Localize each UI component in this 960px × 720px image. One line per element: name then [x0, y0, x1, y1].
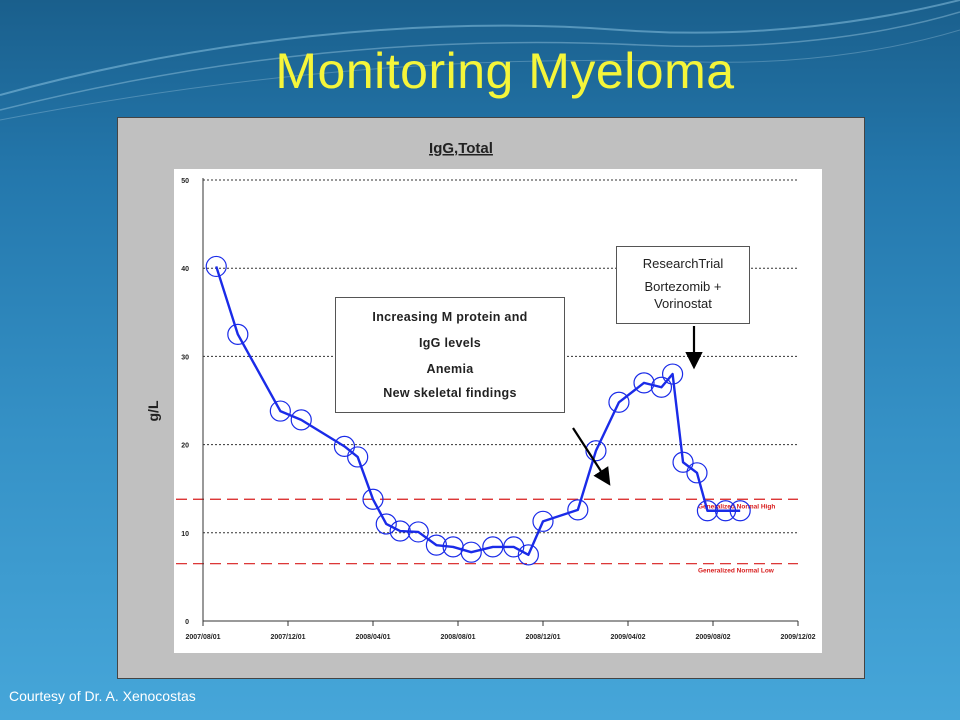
axis-layer: 0 10 20 30 40 50 2007/08/01 2007/12/01 2008/04/0… [181, 178, 816, 641]
clinical-findings-annotation: Increasing M protein and IgG levels Anem… [335, 297, 565, 413]
annotation-line: ResearchTrial [642, 256, 724, 271]
data-point [633, 372, 655, 394]
slide-title: Monitoring Myeloma [275, 43, 735, 99]
annotation-line: Anemia [426, 362, 474, 376]
x-tick-label: 2007/08/01 [185, 634, 220, 641]
series-layer [205, 255, 751, 566]
data-point [608, 391, 630, 413]
data-point [517, 544, 539, 566]
reference-lines-layer: Generalized Normal High Generalized Norma… [176, 498, 798, 575]
research-trial-annotation: ResearchTrial Bortezomib + Vorinostat [616, 246, 750, 324]
annotation-line: IgG levels [418, 336, 482, 350]
title-swoosh-decoration [0, 0, 960, 121]
data-point [696, 500, 719, 522]
arrow-layer [572, 326, 703, 486]
data-point [686, 462, 708, 484]
reference-line-label: Generalized Normal Low [698, 568, 775, 575]
x-tick-label: 2009/04/02 [610, 634, 645, 641]
data-point [269, 400, 291, 422]
data-point [460, 541, 482, 563]
annotation-line: Increasing M protein and [372, 310, 528, 324]
reference-line-label: Generalized Normal High [698, 503, 775, 510]
decline-arrow [572, 427, 611, 486]
data-point [205, 255, 227, 278]
y-tick-label: 50 [181, 178, 189, 185]
annotation-line: Bortezomib + [644, 279, 722, 294]
data-point [482, 536, 504, 558]
annotation-line: Vorinostat [654, 296, 712, 311]
x-tick-label: 2008/08/01 [440, 634, 475, 641]
data-point [389, 520, 411, 542]
data-point [661, 363, 684, 385]
data-point [407, 521, 429, 543]
chart-title: IgG,Total [429, 140, 493, 157]
data-point [333, 435, 356, 457]
data-point [362, 488, 384, 510]
x-tick-label: 2009/08/02 [695, 634, 730, 641]
data-point [347, 446, 369, 468]
data-point [714, 500, 737, 522]
data-point [227, 323, 249, 345]
y-tick-label: 30 [181, 354, 189, 361]
data-point [503, 536, 525, 558]
x-tick-label: 2007/12/01 [270, 634, 305, 641]
data-point [650, 376, 673, 398]
data-point [567, 499, 589, 521]
data-point [729, 500, 751, 522]
annotation-line: New skeletal findings [383, 386, 517, 400]
y-tick-label: 20 [181, 443, 189, 450]
x-tick-label: 2008/04/01 [355, 634, 390, 641]
y-axis-label: g/L [145, 400, 161, 421]
x-tick-label: 2008/12/01 [525, 634, 560, 641]
data-point [532, 510, 554, 532]
y-tick-label: 40 [181, 266, 189, 273]
data-point [585, 440, 607, 462]
y-tick-label: 10 [181, 531, 189, 538]
data-point [375, 513, 397, 535]
data-point [290, 409, 312, 431]
credit-text: Courtesy of Dr. A. Xenocostas [9, 688, 196, 704]
data-point [425, 534, 448, 556]
data-point [672, 451, 694, 473]
y-tick-label: 0 [185, 619, 189, 626]
x-tick-label: 2009/12/02 [780, 634, 815, 641]
